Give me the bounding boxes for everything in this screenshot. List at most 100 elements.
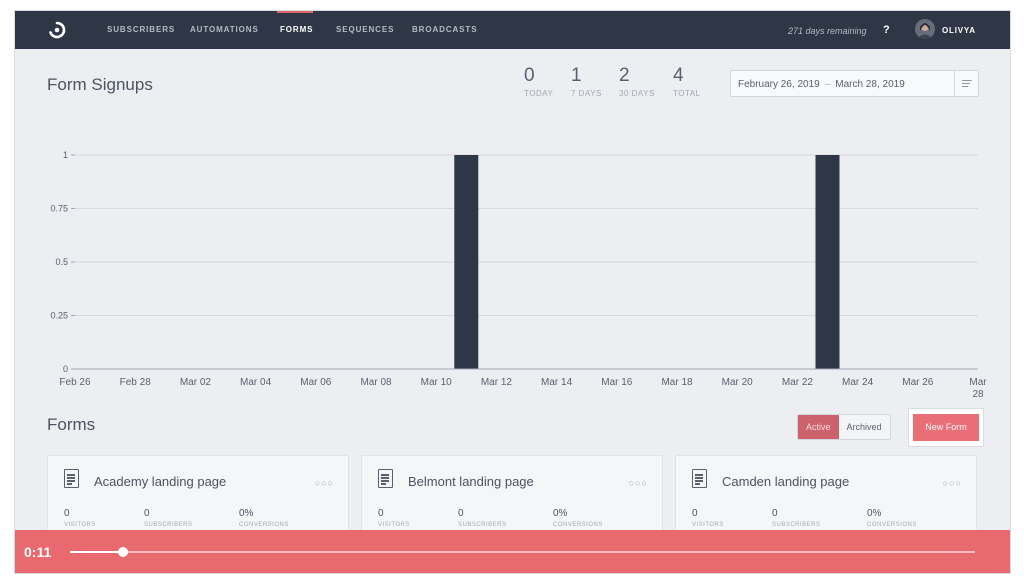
metric-conversions: 0% CONVERSIONS (239, 508, 289, 528)
convertkit-logo-icon[interactable] (47, 20, 67, 40)
x-tick-label: Mar 16 (601, 377, 633, 388)
metric-label: SUBSCRIBERS (458, 522, 507, 528)
form-card-name[interactable]: Camden landing page (722, 474, 850, 489)
metric-value: 0 (458, 508, 464, 519)
nav-broadcasts[interactable]: BROADCASTS (412, 25, 478, 34)
new-form-highlight: New Form (908, 408, 984, 447)
chart-bar (454, 155, 479, 369)
metric-label: SUBSCRIBERS (772, 522, 821, 528)
x-tick-label: Mar 14 (541, 377, 573, 388)
metric-value: 0% (239, 508, 254, 519)
video-player-bar: 0:11 (15, 530, 1010, 573)
metric-conversions: 0% CONVERSIONS (867, 508, 917, 528)
stat-value: 1 (571, 65, 582, 86)
video-scrubber-handle[interactable] (118, 547, 129, 557)
stat-7-days: 1 7 DAYS (571, 65, 602, 98)
x-tick-label: Mar 20 (722, 377, 754, 388)
document-icon (692, 469, 707, 488)
stat-label: TODAY (524, 89, 554, 98)
date-range-text: February 26, 2019– March 28, 2019 (738, 79, 905, 90)
active-archived-toggle: Active Archived (797, 414, 891, 440)
nav-sequences[interactable]: SEQUENCES (336, 25, 395, 34)
metric-conversions: 0% CONVERSIONS (553, 508, 603, 528)
metric-subscribers: 0 SUBSCRIBERS (144, 508, 193, 528)
metric-subscribers: 0 SUBSCRIBERS (458, 508, 507, 528)
metric-visitors: 0 VISITORS (378, 508, 410, 528)
metric-label: CONVERSIONS (239, 522, 289, 528)
y-tick-label: 0.75 (50, 204, 68, 214)
x-tick-label: Mar 06 (300, 377, 332, 388)
x-tick-label: Feb 28 (120, 377, 152, 388)
metric-value: 0 (144, 508, 150, 519)
app-window: SUBSCRIBERS AUTOMATIONS FORMS SEQUENCES … (14, 10, 1011, 574)
page-title: Form Signups (47, 75, 153, 94)
more-dots-icon[interactable]: ○○○ (628, 478, 648, 488)
date-range-picker[interactable]: February 26, 2019– March 28, 2019 (730, 70, 979, 97)
video-time: 0:11 (24, 544, 52, 560)
chart-bar (815, 155, 840, 369)
document-icon (378, 469, 393, 488)
more-dots-icon[interactable]: ○○○ (314, 478, 334, 488)
x-tick-label: Mar 10 (421, 377, 453, 388)
metric-label: CONVERSIONS (867, 522, 917, 528)
stat-value: 2 (619, 65, 630, 86)
nav-automations[interactable]: AUTOMATIONS (190, 25, 259, 34)
x-tick-label: Mar 26 (902, 377, 934, 388)
x-tick-label: Mar 08 (360, 377, 392, 388)
x-tick-label: Mar 28 (969, 377, 987, 400)
stat-30-days: 2 30 DAYS (619, 65, 655, 98)
date-range-start: February 26, 2019 (738, 79, 820, 90)
metric-visitors: 0 VISITORS (64, 508, 96, 528)
x-tick-label: Mar 04 (240, 377, 272, 388)
stat-value: 0 (524, 65, 535, 86)
metric-value: 0 (772, 508, 778, 519)
x-tick-label: Mar 22 (782, 377, 814, 388)
stat-today: 0 TODAY (524, 65, 553, 98)
metric-label: VISITORS (64, 522, 96, 528)
main-content: Form Signups 0 TODAY 1 7 DAYS 2 30 DAYS … (15, 49, 1010, 573)
metric-value: 0% (867, 508, 882, 519)
stat-value: 4 (673, 65, 684, 86)
metric-label: CONVERSIONS (553, 522, 603, 528)
help-button[interactable]: ? (883, 24, 890, 36)
metric-label: VISITORS (692, 522, 724, 528)
y-tick-label: 1 (63, 150, 68, 160)
top-nav: SUBSCRIBERS AUTOMATIONS FORMS SEQUENCES … (15, 11, 1010, 49)
nav-forms[interactable]: FORMS (280, 25, 314, 34)
filter-button[interactable] (954, 71, 978, 96)
new-form-button[interactable]: New Form (913, 414, 979, 441)
metric-value: 0 (692, 508, 698, 519)
signups-chart: 0 0.25 0.5 0.75 1 Feb 26 Feb 28 Mar 02 Mar 04 Mar… (50, 150, 987, 400)
video-progress-fill (70, 551, 124, 553)
metric-label: SUBSCRIBERS (144, 522, 193, 528)
metric-value: 0% (553, 508, 568, 519)
archived-tab[interactable]: Archived (838, 415, 890, 439)
x-tick-label: Mar 12 (481, 377, 513, 388)
avatar-image (917, 23, 933, 39)
x-tick-label: Feb 26 (59, 377, 91, 388)
nav-subscribers[interactable]: SUBSCRIBERS (107, 25, 176, 34)
stat-label: 30 DAYS (619, 89, 655, 98)
y-tick-label: 0.5 (55, 257, 68, 267)
x-tick-label: Mar 24 (842, 377, 874, 388)
metric-visitors: 0 VISITORS (692, 508, 724, 528)
trial-days-remaining[interactable]: 271 days remaining (788, 26, 867, 36)
form-card-name[interactable]: Academy landing page (94, 474, 227, 489)
active-tab[interactable]: Active (798, 415, 839, 439)
avatar[interactable] (915, 19, 935, 39)
more-dots-icon[interactable]: ○○○ (942, 478, 962, 488)
x-tick-label: Mar 18 (661, 377, 693, 388)
metric-value: 0 (378, 508, 384, 519)
user-name[interactable]: OLIVYA (942, 26, 976, 35)
nav-active-indicator (277, 11, 313, 13)
video-scrubber[interactable] (70, 547, 975, 557)
forms-section-title: Forms (47, 415, 96, 434)
y-tick-label: 0.25 (50, 311, 68, 321)
form-card-name[interactable]: Belmont landing page (408, 474, 534, 489)
date-range-separator: – (824, 79, 831, 90)
stat-total: 4 TOTAL (673, 65, 701, 98)
y-tick-label: 0 (63, 364, 68, 374)
filter-lines-icon (962, 80, 972, 87)
date-range-end: March 28, 2019 (835, 79, 905, 90)
x-tick-label: Mar 02 (180, 377, 212, 388)
